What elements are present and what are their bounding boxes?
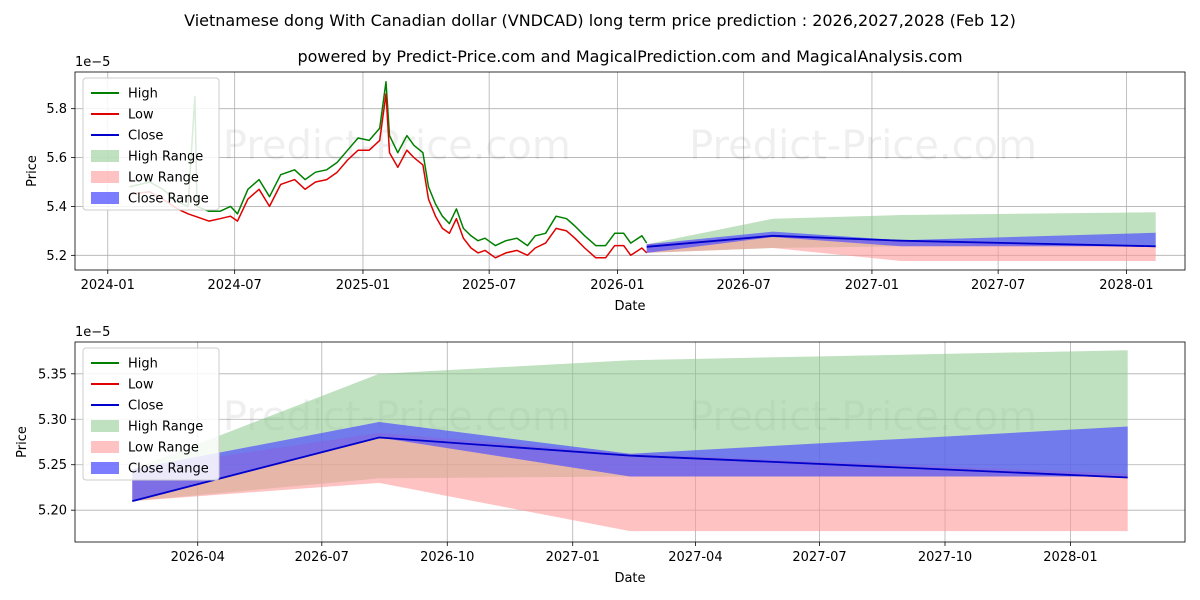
- x-tick-label: 2027-07: [792, 550, 846, 565]
- y-axis-label: Price: [25, 155, 40, 187]
- x-tick-label: 2026-07: [295, 550, 349, 565]
- legend-label-5: Close Range: [128, 192, 209, 207]
- x-tick-label: 2026-04: [171, 550, 225, 565]
- x-axis-label: Date: [614, 299, 645, 314]
- x-tick-label: 2027-01: [845, 278, 899, 293]
- y-tick-label: 5.20: [38, 504, 67, 519]
- legend-label-3: High Range: [128, 150, 203, 165]
- legend-label-0: High: [128, 87, 158, 102]
- plot-area: [132, 350, 1127, 531]
- x-tick-label: 2026-10: [420, 550, 474, 565]
- chart-title: Vietnamese dong With Canadian dollar (VN…: [184, 11, 1016, 30]
- legend-label-4: Low Range: [128, 171, 199, 186]
- x-tick-label: 2024-01: [81, 278, 135, 293]
- chart-figure: Vietnamese dong With Canadian dollar (VN…: [0, 0, 1200, 600]
- watermark-text: Predict-Price.com: [223, 123, 571, 169]
- x-tick-label: 2026-07: [716, 278, 770, 293]
- top-panel: 2024-01 2024-07 2025-01 2025-07 2026-01 2026-…: [25, 55, 1185, 314]
- legend-swatch-3: [91, 420, 119, 432]
- legend-label-5: Close Range: [128, 462, 209, 477]
- x-tick-label: 2027-01: [546, 550, 600, 565]
- y-tick-label: 5.30: [38, 413, 67, 428]
- y-tick-label: 5.4: [46, 200, 67, 215]
- y-scale-label: 1e−5: [75, 325, 110, 340]
- legend-swatch-4: [91, 171, 119, 183]
- legend-label-2: Close: [128, 129, 163, 144]
- y-tick-label: 5.6: [46, 151, 67, 166]
- x-tick-label: 2028-01: [1099, 278, 1153, 293]
- x-axis-label: Date: [614, 571, 645, 586]
- y-tick-label: 5.8: [46, 102, 67, 117]
- legend-swatch-3: [91, 150, 119, 162]
- y-axis-label: Price: [15, 426, 30, 458]
- y-tick-label: 5.2: [46, 249, 67, 264]
- legend-swatch-5: [91, 462, 119, 474]
- chart-svg: Vietnamese dong With Canadian dollar (VN…: [0, 0, 1200, 600]
- x-tick-label: 2027-04: [668, 550, 722, 565]
- bottom-panel: 2026-04 2026-07 2026-10 2027-01 2027-04 2027-…: [15, 325, 1185, 586]
- x-tick-label: 2027-07: [971, 278, 1025, 293]
- legend-label-1: Low: [128, 108, 154, 123]
- legend-swatch-5: [91, 192, 119, 204]
- x-tick-label: 2025-07: [462, 278, 516, 293]
- legend-label-0: High: [128, 357, 158, 372]
- x-tick-label: 2024-07: [208, 278, 262, 293]
- legend-label-1: Low: [128, 378, 154, 393]
- x-tick-label: 2027-10: [918, 550, 972, 565]
- chart-subtitle: powered by Predict-Price.com and Magical…: [297, 47, 962, 66]
- legend-label-3: High Range: [128, 420, 203, 435]
- y-tick-label: 5.25: [38, 458, 67, 473]
- y-tick-label: 5.35: [38, 367, 67, 382]
- legend-label-2: Close: [128, 399, 163, 414]
- x-tick-label: 2028-01: [1043, 550, 1097, 565]
- legend-label-4: Low Range: [128, 441, 199, 456]
- legend-swatch-4: [91, 441, 119, 453]
- x-tick-label: 2026-01: [590, 278, 644, 293]
- watermark-text: Predict-Price.com: [689, 123, 1037, 169]
- y-scale-label: 1e−5: [75, 55, 110, 70]
- x-tick-label: 2025-01: [336, 278, 390, 293]
